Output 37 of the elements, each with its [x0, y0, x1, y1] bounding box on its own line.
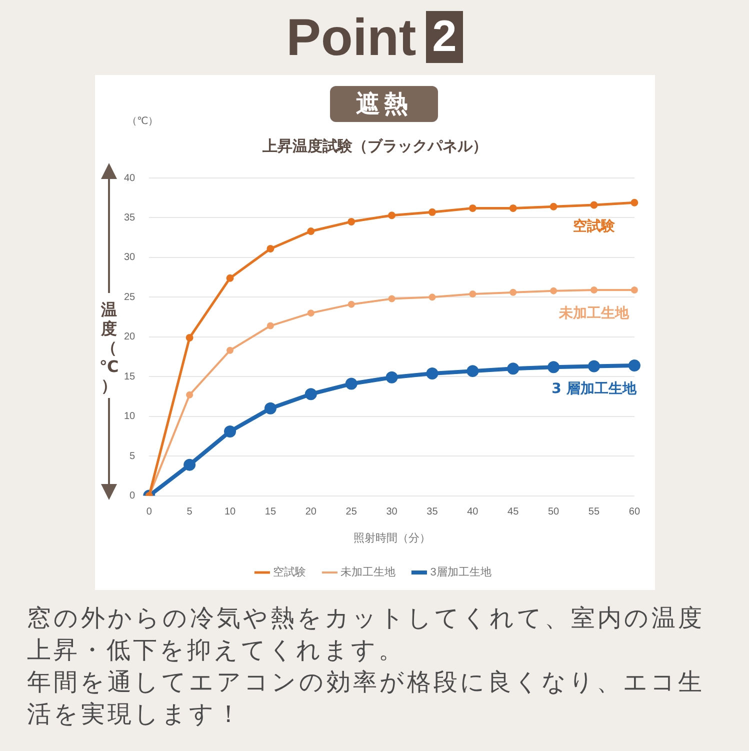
- text: （℃）: [127, 115, 158, 128]
- x-tick-label: 45: [508, 506, 520, 518]
- legend-label: 未加工生地: [340, 566, 396, 579]
- y-tick-label: 35: [124, 212, 136, 224]
- x-tick-label: 15: [264, 506, 276, 518]
- chart-title: 上昇温度試験（ブラックパネル）: [262, 137, 488, 156]
- x-tick-label: 5: [186, 506, 193, 518]
- text: 2: [426, 11, 463, 63]
- y-tick-label: 5: [130, 450, 136, 462]
- y-tick-label: 15: [124, 371, 136, 382]
- x-tick-label: 30: [386, 506, 398, 518]
- y-tick-label: 40: [124, 172, 136, 184]
- y-tick-label: 25: [124, 292, 136, 303]
- annotation: 空試験: [572, 217, 616, 234]
- x-tick-label: 35: [426, 506, 438, 518]
- y-axis-title: 温度（℃）: [99, 300, 119, 395]
- annotation: 未加工生地: [558, 306, 630, 322]
- x-axis-title: 照射時間（分）: [353, 531, 430, 544]
- y-tick-label: 30: [124, 252, 136, 264]
- x-tick-label: 55: [588, 506, 600, 518]
- legend-label: 空試験: [273, 566, 306, 579]
- legend-label: 3層加工生地: [430, 566, 492, 579]
- annotation: 3 層加工生地: [552, 381, 638, 398]
- x-tick-label: 25: [346, 506, 358, 518]
- text: 年間を通してエアコンの効率が格段に良くなり、エコ生活を実現します！: [27, 667, 706, 730]
- y-tick-label: 0: [130, 490, 136, 502]
- text: Point: [286, 9, 416, 67]
- y-tick-label: 10: [124, 411, 136, 422]
- text: 窓の外からの冷気や熱をカットしてくれて、室内の温度上昇・低下を抑えてくれます。: [27, 603, 706, 666]
- x-tick-label: 20: [305, 506, 317, 518]
- x-tick-label: 50: [548, 506, 560, 518]
- x-tick-label: 40: [467, 506, 479, 518]
- x-tick-label: 60: [628, 506, 640, 518]
- x-tick-label: 0: [146, 506, 152, 518]
- x-tick-label: 10: [224, 506, 236, 518]
- y-tick-label: 20: [124, 332, 136, 343]
- text: 遮熱: [330, 86, 438, 122]
